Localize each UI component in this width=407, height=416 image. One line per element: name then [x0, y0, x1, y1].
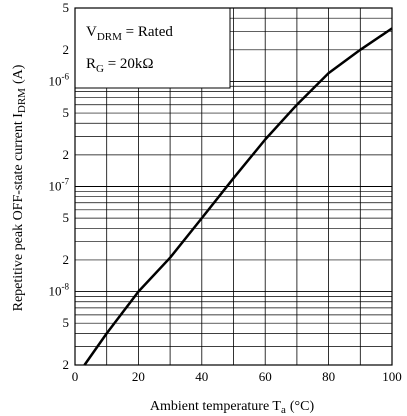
series-line — [83, 27, 393, 366]
x-tick-label: 100 — [382, 369, 402, 384]
y-tick-label: 5 — [63, 315, 70, 330]
y-tick-label: 5 — [63, 0, 70, 15]
plot-frame — [74, 7, 393, 366]
x-axis-label: Ambient temperature Ta (°C) — [150, 399, 315, 416]
legend-entry-vdrm: VDRM = Rated — [86, 24, 173, 43]
y-tick-label: 5 — [63, 105, 70, 120]
x-tick-label: 60 — [259, 369, 272, 384]
y-tick-label: 2 — [63, 147, 70, 162]
y-axis-label: Repetitive peak OFF-state current IDRM(A… — [11, 64, 28, 311]
y-tick-label: 2 — [63, 357, 70, 372]
y-tick-label: 2 — [63, 42, 70, 57]
legend-entry-rg: RG = 20kΩ — [86, 56, 154, 75]
tick-labels: 0 20 40 60 80 100 2 5 10-8 2 5 10-7 2 5 10-6 2 5 — [49, 0, 402, 384]
x-tick-label: 20 — [132, 369, 145, 384]
y-tick-label: 10-7 — [49, 177, 70, 194]
x-tick-label: 0 — [72, 369, 79, 384]
y-tick-label: 10-8 — [49, 282, 70, 299]
chart-grid — [75, 8, 392, 365]
x-tick-label: 80 — [322, 369, 335, 384]
y-tick-label: 5 — [63, 210, 70, 225]
y-tick-label: 10-6 — [49, 71, 70, 88]
y-tick-label: 2 — [63, 252, 70, 267]
x-tick-label: 40 — [195, 369, 208, 384]
legend-box — [74, 7, 231, 89]
